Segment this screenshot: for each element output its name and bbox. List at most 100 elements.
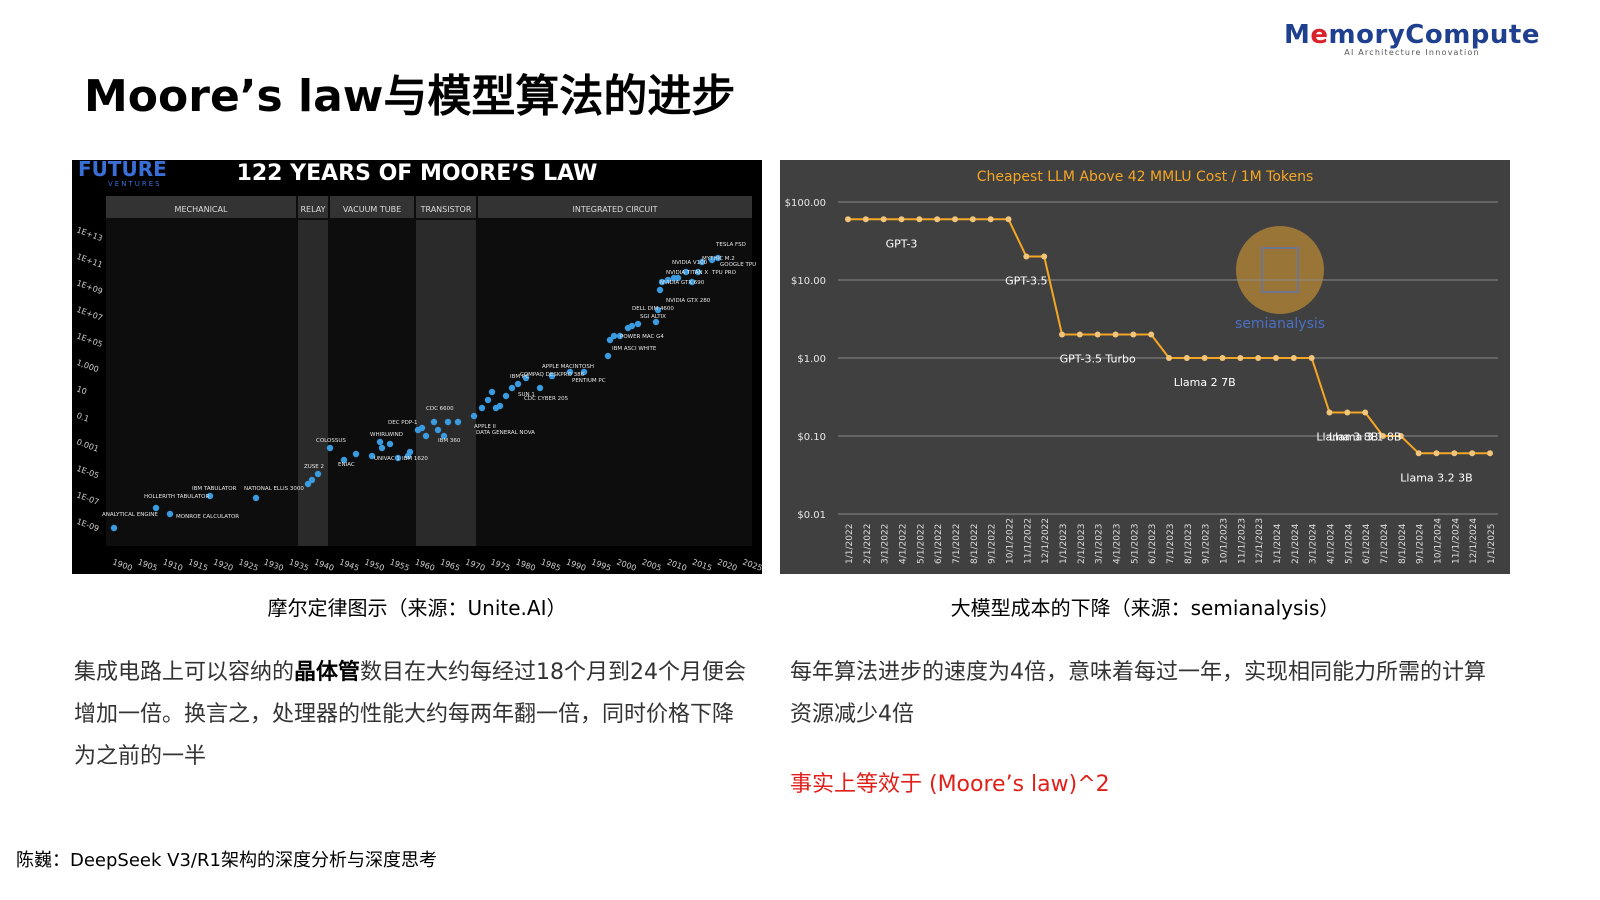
- moore-data-point: [368, 452, 376, 460]
- moore-point-label: IBM ASCI WHITE: [612, 346, 657, 352]
- moore-data-point: [340, 456, 348, 464]
- cost-x-tick: 8/1/2024: [1398, 523, 1408, 564]
- footer-attribution: 陈巍：DeepSeek V3/R1架构的深度分析与深度思考: [16, 850, 437, 871]
- cost-x-tick: 1/1/2024: [1273, 523, 1283, 564]
- moore-x-tick: 1925: [237, 557, 259, 572]
- cost-x-tick: 2/1/2024: [1291, 523, 1301, 564]
- moore-x-tick: 2025: [741, 557, 762, 572]
- cost-annotation: Llama 3.2 3B: [1400, 471, 1472, 484]
- cost-data-point: [1397, 433, 1404, 439]
- moore-x-tick: 1945: [338, 557, 360, 572]
- cost-x-tick: 4/1/2022: [899, 524, 909, 564]
- moore-data-point: [418, 424, 426, 432]
- logo-accent: e: [1310, 20, 1329, 50]
- cost-data-point: [934, 216, 941, 223]
- moore-data-point: [206, 492, 214, 500]
- moore-y-tick: 1E+13: [75, 225, 103, 243]
- left-paragraph-part1: 集成电路上可以容纳的: [74, 660, 295, 685]
- cost-x-tick: 10/1/2024: [1434, 518, 1444, 564]
- cost-x-tick: 3/1/2023: [1095, 524, 1105, 564]
- moore-point-label: UNIVAC 1: [374, 456, 400, 462]
- moore-law-figure: FUTURE VENTURES 122 YEARS OF MOORE’S LAW…: [72, 157, 764, 574]
- cost-data-point: [1148, 331, 1155, 338]
- watermark-circle: [1236, 226, 1324, 314]
- cost-data-point: [1273, 355, 1279, 361]
- moore-point-label: ENIAC: [338, 462, 355, 468]
- moore-point-label: TPU PRO: [711, 270, 737, 276]
- moore-data-point: [406, 448, 414, 456]
- era-header-0: [106, 196, 296, 218]
- cost-annotation: Llama 3 8B: [1316, 431, 1378, 444]
- era-header-3: [416, 196, 476, 218]
- moore-point-label: DEC PDP-1: [388, 420, 418, 426]
- cost-data-point: [1380, 433, 1386, 439]
- moore-data-point: [444, 418, 452, 426]
- moore-x-tick: 1920: [212, 557, 234, 572]
- moore-point-label: ZUSE 2: [304, 464, 324, 470]
- moore-y-tick: 1,000: [75, 358, 100, 374]
- cost-data-point: [1076, 331, 1083, 338]
- cost-data-point: [1059, 331, 1065, 338]
- logo-prefix: M: [1284, 20, 1311, 50]
- moore-point-label: DATA GENERAL NOVA: [476, 430, 535, 436]
- cost-data-point: [898, 216, 905, 223]
- moore-x-tick: 1970: [464, 557, 486, 572]
- moore-x-tick: 2020: [716, 557, 738, 572]
- moore-point-label: CDC 6600: [426, 406, 454, 412]
- moore-data-point: [658, 278, 666, 286]
- cost-x-tick: 3/1/2024: [1309, 523, 1319, 564]
- moore-data-point: [434, 426, 442, 434]
- moore-point-label: MONROE CALCULATOR: [176, 514, 239, 520]
- cost-x-tick: 9/1/2023: [1202, 524, 1212, 564]
- moore-x-tick: 2010: [666, 557, 688, 572]
- logo-wordmark: MemoryCompute: [1284, 20, 1540, 50]
- moore-y-tick: 1E+05: [75, 331, 103, 349]
- moore-x-tick: 2015: [691, 557, 713, 572]
- moore-data-point: [440, 432, 448, 440]
- moore-x-tick: 1930: [263, 557, 285, 572]
- cost-data-point: [1308, 355, 1315, 361]
- cost-data-point: [1451, 450, 1458, 457]
- moore-data-point: [654, 306, 662, 314]
- cost-data-point: [952, 216, 958, 223]
- moore-data-point: [698, 258, 706, 266]
- cost-data-point: [1326, 409, 1333, 416]
- moore-data-point: [628, 322, 636, 330]
- cost-x-tick: 7/1/2023: [1166, 524, 1176, 564]
- cost-x-tick: 5/1/2024: [1344, 523, 1354, 564]
- moore-data-point: [656, 286, 664, 294]
- cost-data-point: [1344, 409, 1351, 416]
- moore-y-ticks: 1E+13 1E+11 1E+09 1E+07 1E+05 1,000 10 0.1 0.001…: [75, 225, 103, 533]
- moore-y-tick: 10: [75, 384, 88, 396]
- moore-data-point: [478, 404, 486, 412]
- era-header-2: [330, 196, 414, 218]
- cost-data-point: [1094, 331, 1101, 338]
- moore-point-label: NATIONAL ELLIS 3000: [244, 486, 304, 492]
- moore-data-point: [606, 336, 614, 344]
- moore-y-tick: 1E+11: [75, 252, 103, 270]
- cost-data-point: [845, 216, 851, 223]
- moore-point-label: NVIDIA TITAN X: [666, 270, 708, 276]
- moore-data-point: [674, 274, 682, 282]
- moore-points: [110, 254, 722, 532]
- moore-x-tick: 1975: [489, 557, 511, 572]
- watermark-chip-icon: [1261, 247, 1299, 293]
- moore-point-label: APPLE II: [474, 424, 496, 430]
- era-label: MECHANICAL: [175, 205, 228, 214]
- moore-point-label: GOOGLE TPU: [720, 262, 756, 268]
- moore-point-label: WHIRLWIND: [370, 432, 403, 438]
- cost-x-tick: 8/1/2022: [970, 524, 980, 564]
- cost-x-tick: 4/1/2024: [1327, 523, 1337, 564]
- moore-data-point: [688, 278, 696, 286]
- moore-point-label: IBM 360: [438, 438, 461, 444]
- left-paragraph: 集成电路上可以容纳的晶体管数目在大约每经过18个月到24个月便会增加一倍。换言之…: [74, 652, 754, 778]
- semianalysis-watermark: semianalysis: [1235, 226, 1325, 332]
- cost-annotation: Llama 2 7B: [1174, 376, 1236, 389]
- cost-data-point: [1469, 450, 1476, 457]
- cost-x-tick: 12/1/2024: [1469, 518, 1479, 564]
- cost-annotation: Llama 3.1 8B: [1329, 431, 1401, 444]
- future-ventures-brand: FUTURE: [78, 160, 167, 181]
- cost-y-tick: $0.01: [797, 510, 826, 521]
- era-header-4: [478, 196, 752, 218]
- moore-x-tick: 1980: [515, 557, 537, 572]
